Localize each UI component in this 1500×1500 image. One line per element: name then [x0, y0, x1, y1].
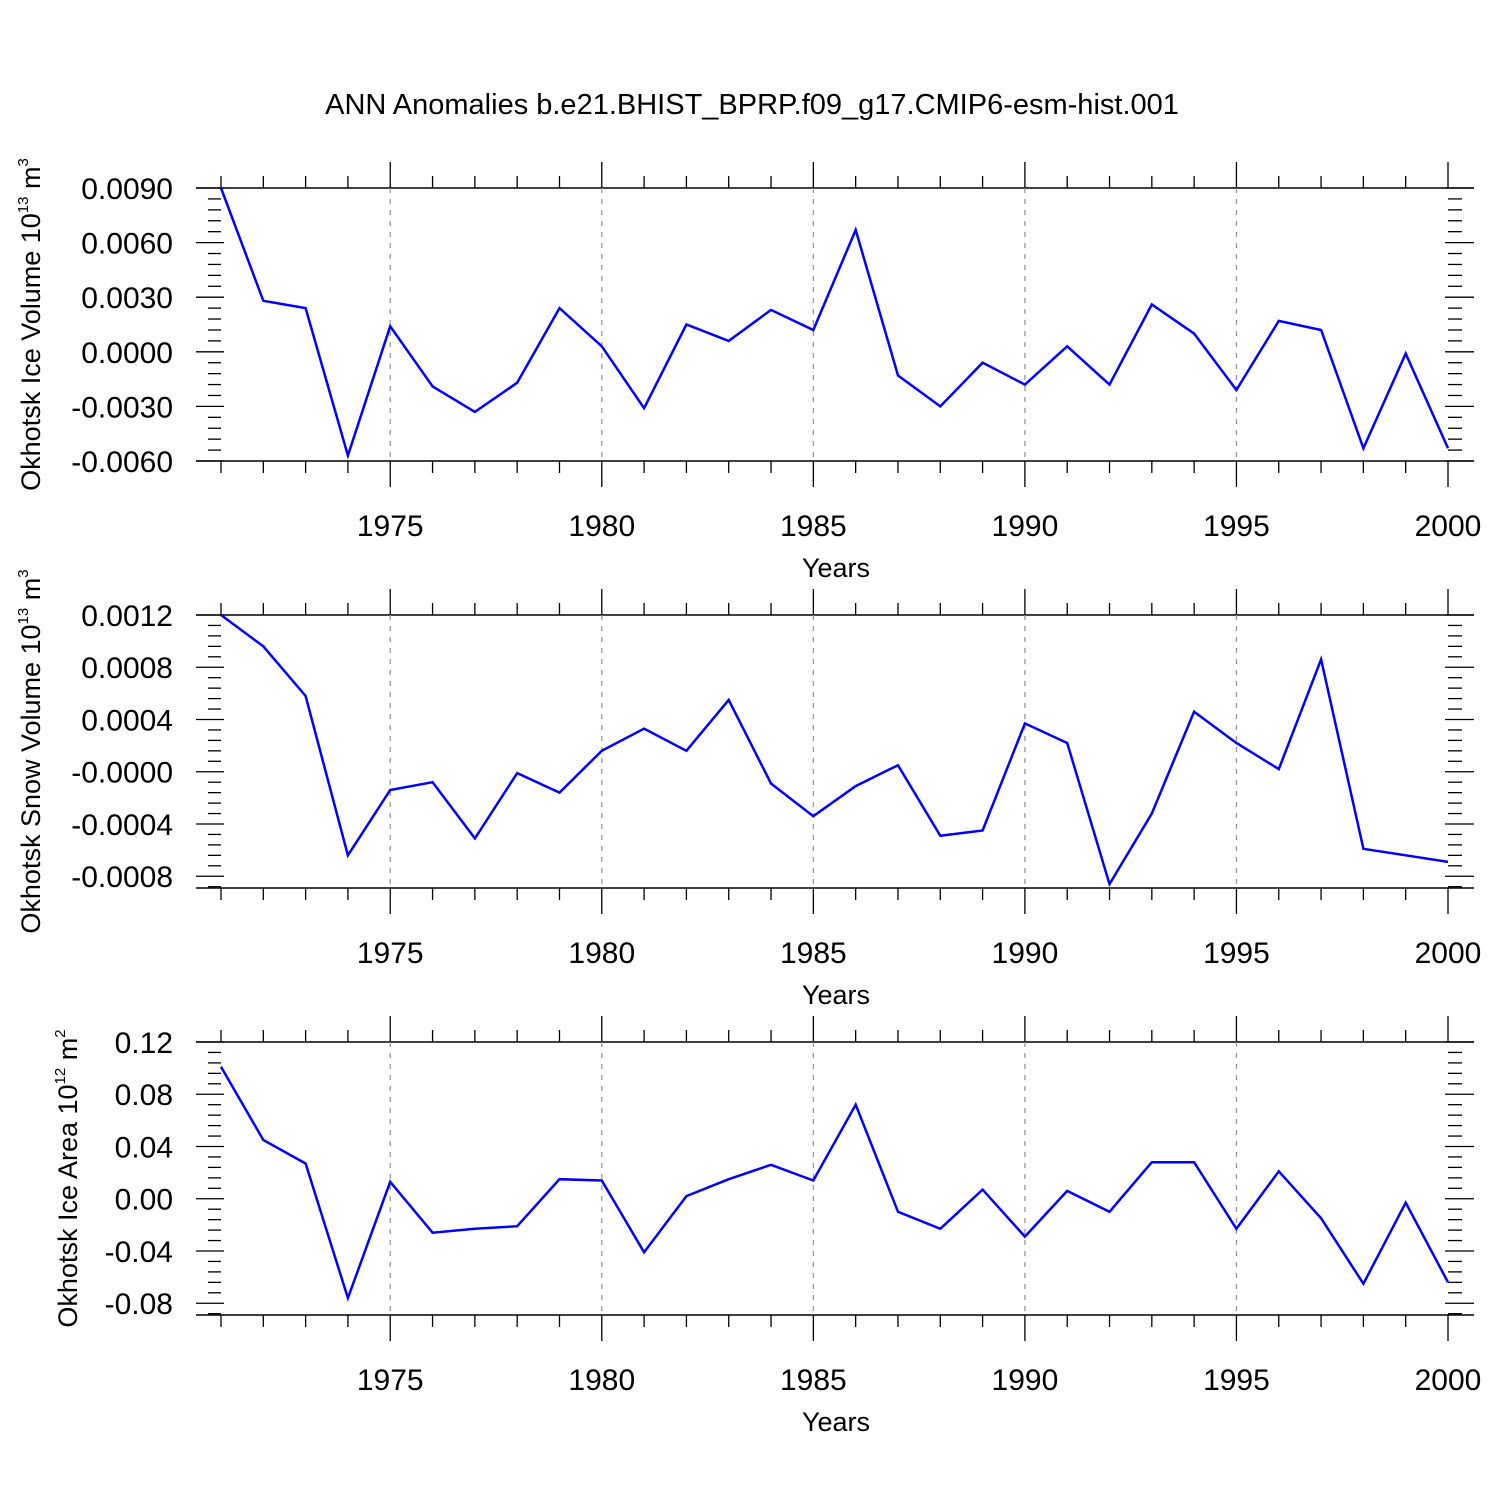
x-tick-label: 1990 [992, 1364, 1059, 1397]
x-axis-label: Years [802, 1407, 870, 1437]
y-tick-label: 0.0012 [81, 600, 173, 633]
y-axis-label: Okhotsk Snow Volume 1013 m3 [15, 569, 46, 933]
y-tick-label: 0.0030 [81, 282, 173, 315]
y-axis-label: Okhotsk Ice Volume 1013 m3 [15, 158, 46, 491]
series-line-snow-volume [220, 613, 1449, 888]
x-tick-label: 1980 [568, 937, 635, 970]
y-tick-label: -0.0000 [71, 757, 173, 790]
x-tick-label: 1975 [357, 510, 424, 543]
series-line-ice-area [219, 1066, 1450, 1302]
x-tick-label: 1975 [357, 937, 424, 970]
y-tick-label: 0.0008 [81, 652, 173, 685]
y-tick-label: 0.0060 [81, 228, 173, 261]
panel-snow-volume: 1975 1980 1985 1990 1995 2000 0.0012 0.0008 0.00… [15, 569, 1481, 1010]
x-tick-label: 1985 [780, 1364, 847, 1397]
y-tick-label: 0.0000 [81, 337, 173, 370]
x-axis-label: Years [802, 980, 870, 1010]
y-tick-label: 0.12 [115, 1027, 173, 1060]
y-tick-label: -0.04 [105, 1236, 173, 1269]
y-tick-label: -0.0004 [71, 809, 173, 842]
x-tick-label: 1990 [992, 937, 1059, 970]
y-tick-label: -0.0030 [71, 391, 173, 424]
y-tick-label: 0.08 [115, 1079, 173, 1112]
x-tick-label: 2000 [1415, 510, 1482, 543]
y-tick-label: 0.00 [115, 1184, 173, 1217]
chart-panels: 1975 1980 1985 1990 1995 2000 0.0090 0.0060 0.00… [15, 158, 1481, 1437]
figure-title: ANN Anomalies b.e21.BHIST_BPRP.f09_g17.C… [325, 89, 1179, 121]
y-tick-label: 0.04 [115, 1131, 173, 1164]
panel-ice-area: 1975 1980 1985 1990 1995 2000 0.12 0.08 0.04 0.00… [52, 1016, 1481, 1437]
y-tick-label: 0.0004 [81, 704, 173, 737]
x-tick-label: 1985 [780, 937, 847, 970]
x-tick-label: 1995 [1203, 937, 1270, 970]
x-tick-label: 1980 [568, 510, 635, 543]
x-tick-label: 2000 [1415, 937, 1482, 970]
x-tick-label: 2000 [1415, 1364, 1482, 1397]
y-tick-label: -0.0008 [71, 861, 173, 894]
x-tick-label: 1990 [992, 510, 1059, 543]
panel-ice-volume: 1975 1980 1985 1990 1995 2000 0.0090 0.0060 0.00… [15, 158, 1481, 583]
x-tick-label: 1995 [1203, 510, 1270, 543]
x-tick-label: 1995 [1203, 1364, 1270, 1397]
x-axis-label: Years [802, 553, 870, 583]
y-tick-label: -0.0060 [71, 446, 173, 479]
x-tick-label: 1980 [568, 1364, 635, 1397]
y-axis-label: Okhotsk Ice Area 1012 m2 [52, 1029, 83, 1327]
series-line-ice-volume [219, 187, 1450, 460]
x-tick-label: 1975 [357, 1364, 424, 1397]
y-tick-label: 0.0090 [81, 173, 173, 206]
x-tick-label: 1985 [780, 510, 847, 543]
y-tick-label: -0.08 [105, 1288, 173, 1321]
